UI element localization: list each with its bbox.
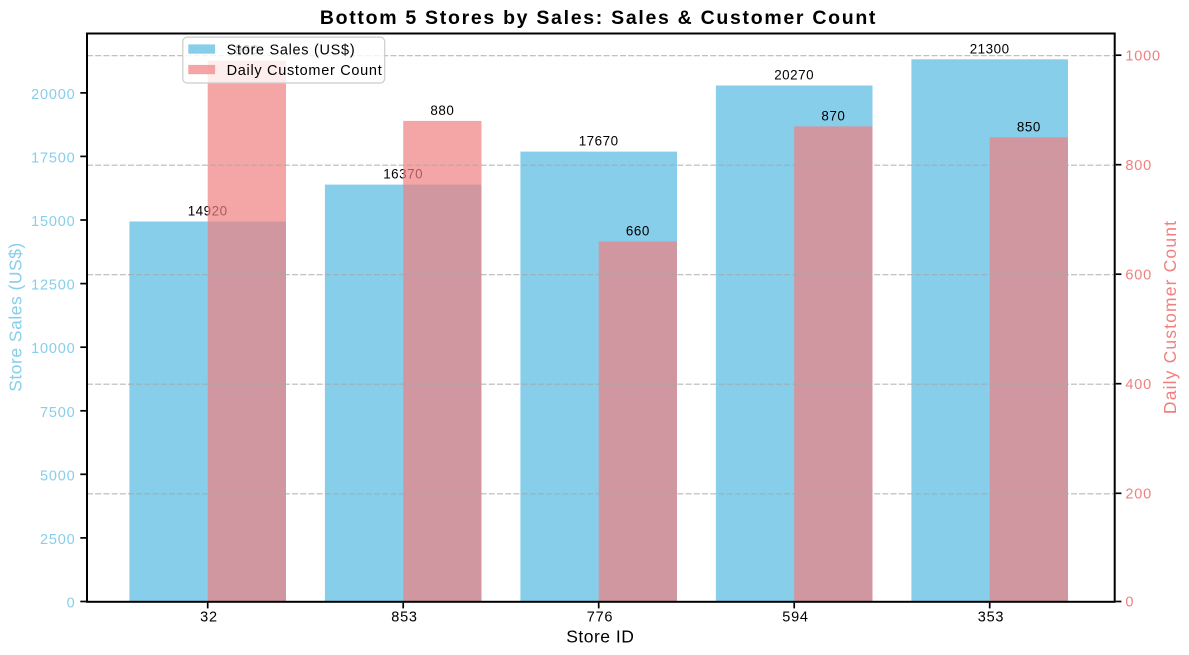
svg-text:2500: 2500 [40, 532, 75, 548]
svg-text:660: 660 [626, 223, 650, 238]
svg-text:21300: 21300 [970, 41, 1010, 56]
svg-text:7500: 7500 [40, 405, 75, 421]
svg-text:1000: 1000 [1125, 48, 1160, 64]
svg-text:353: 353 [978, 609, 1005, 625]
svg-text:776: 776 [587, 609, 614, 625]
svg-text:870: 870 [821, 108, 845, 123]
svg-text:10000: 10000 [31, 341, 75, 357]
svg-text:800: 800 [1125, 158, 1152, 174]
svg-text:Store Sales (US$): Store Sales (US$) [6, 242, 26, 392]
svg-text:Store Sales (US$): Store Sales (US$) [227, 42, 356, 58]
svg-text:850: 850 [1017, 119, 1041, 134]
svg-text:400: 400 [1125, 377, 1152, 393]
svg-text:853: 853 [391, 609, 418, 625]
svg-text:0: 0 [67, 596, 76, 612]
svg-text:20000: 20000 [31, 87, 75, 103]
svg-text:20270: 20270 [774, 68, 814, 83]
svg-text:880: 880 [430, 103, 454, 118]
svg-text:Daily Customer Count: Daily Customer Count [227, 63, 383, 79]
svg-text:17670: 17670 [579, 134, 619, 149]
svg-text:200: 200 [1125, 487, 1152, 503]
svg-text:Daily Customer Count: Daily Customer Count [1160, 220, 1180, 414]
svg-text:Store ID: Store ID [566, 626, 634, 646]
svg-text:17500: 17500 [31, 150, 75, 166]
svg-text:Bottom 5 Stores by Sales: Sale: Bottom 5 Stores by Sales: Sales & Custom… [320, 7, 877, 29]
svg-text:12500: 12500 [31, 278, 75, 294]
svg-text:32: 32 [200, 609, 218, 625]
svg-text:600: 600 [1125, 267, 1152, 283]
svg-text:0: 0 [1125, 595, 1134, 611]
svg-text:15000: 15000 [31, 214, 75, 230]
svg-text:594: 594 [782, 609, 809, 625]
svg-text:5000: 5000 [40, 468, 75, 484]
